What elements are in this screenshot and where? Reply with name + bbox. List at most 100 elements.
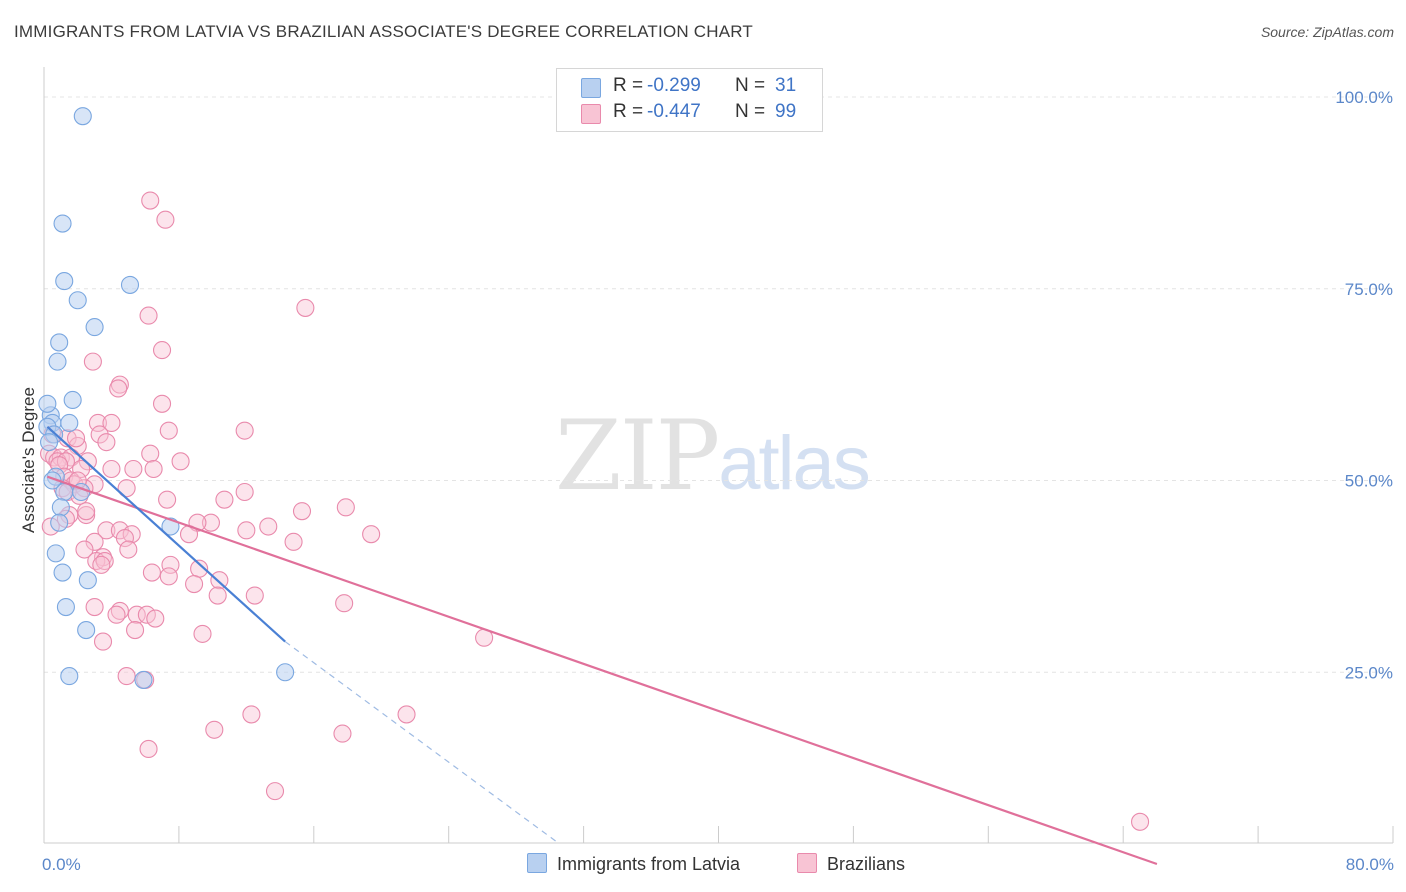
series-brazilians-points	[40, 191, 1150, 831]
y-axis-label: Associate's Degree	[19, 387, 38, 533]
latvia-point	[60, 667, 79, 686]
brazilians-point	[159, 421, 178, 440]
brazilians-point	[259, 517, 278, 536]
brazilians-point	[141, 444, 160, 463]
brazilians-point	[142, 563, 161, 582]
brazilians-point	[362, 525, 381, 544]
brazilians-point	[115, 528, 134, 548]
brazilians-point	[335, 594, 354, 613]
bottom-legend-brazilians: Brazilians	[797, 853, 905, 875]
chart-title: IMMIGRANTS FROM LATVIA VS BRAZILIAN ASSO…	[14, 22, 754, 41]
brazilians-point	[245, 586, 264, 605]
latvia-trend-line	[46, 425, 286, 643]
brazilians-point	[141, 191, 160, 210]
brazilians-point	[193, 624, 212, 643]
brazilians-point	[90, 425, 109, 444]
brazilians-point	[1131, 812, 1150, 831]
latvia-point	[40, 433, 59, 452]
bottom-legend-swatch-latvia	[527, 853, 547, 873]
bottom-legend-label-brazilians: Brazilians	[827, 854, 906, 874]
brazilians-point	[83, 352, 102, 371]
watermark-atlas: atlas	[718, 421, 871, 506]
brazilians-point	[72, 459, 91, 479]
brazilians-point	[235, 482, 254, 502]
brazilians-point	[124, 459, 143, 479]
brazilians-point	[284, 532, 303, 551]
bottom-legend-swatch-brazilians	[797, 853, 817, 873]
legend-r-label: R =	[613, 75, 644, 96]
legend-r-value: -0.447	[647, 101, 701, 122]
legend-n-value: 31	[775, 75, 797, 96]
y-tick-label: 25.0%	[1345, 663, 1393, 682]
brazilians-point	[159, 567, 178, 586]
legend-n-label: N =	[735, 101, 766, 122]
brazilians-point	[139, 306, 158, 325]
brazilians-point	[97, 521, 116, 540]
brazilians-point	[97, 433, 116, 452]
brazilians-point	[235, 421, 254, 440]
brazilians-point	[152, 394, 172, 413]
latvia-point	[50, 513, 69, 532]
legend-n-label: N =	[735, 75, 766, 96]
brazilians-point	[333, 724, 352, 743]
latvia-point	[63, 390, 82, 410]
legend-r-label: R =	[613, 101, 644, 122]
brazilians-point	[336, 498, 355, 517]
brazilians-point	[144, 459, 163, 479]
brazilians-point	[139, 739, 158, 759]
latvia-point	[120, 275, 140, 294]
latvia-point	[85, 318, 104, 337]
brazilians-point	[161, 555, 180, 574]
brazilians-point	[117, 479, 136, 498]
grid-lines	[44, 96, 1393, 673]
bottom-legend-label-latvia: Immigrants from Latvia	[557, 854, 741, 874]
brazilians-point	[215, 490, 234, 509]
brazilians-point	[117, 667, 136, 686]
latvia-point	[73, 107, 92, 126]
watermark-zip: ZIP	[555, 400, 720, 512]
latvia-trend-extension	[284, 641, 559, 844]
brazilians-point	[77, 502, 96, 521]
brazilians-point	[75, 540, 94, 559]
legend-swatch-brazilians	[581, 104, 601, 124]
brazilians-point	[146, 609, 165, 628]
brazilians-point	[102, 413, 121, 433]
legend-swatch-latvia	[581, 78, 601, 98]
brazilians-point	[88, 413, 108, 433]
brazilians-point	[66, 429, 86, 448]
latvia-point	[78, 571, 97, 590]
brazilians-point	[292, 502, 312, 521]
brazilians-point	[109, 379, 128, 398]
y-tick-label: 100.0%	[1335, 88, 1393, 107]
latvia-point	[46, 544, 65, 563]
latvia-point	[77, 621, 96, 640]
brazilians-point	[158, 490, 177, 509]
latvia-point	[55, 272, 74, 291]
brazilians-point	[201, 513, 220, 532]
watermark: ZIPatlas	[555, 400, 871, 512]
brazilians-point	[85, 598, 104, 617]
brazilians-point	[107, 605, 126, 624]
brazilians-point	[78, 452, 97, 471]
brazilians-point	[265, 782, 285, 801]
latvia-point	[60, 413, 79, 433]
brazilians-point	[93, 632, 113, 651]
latvia-point	[50, 333, 69, 352]
legend-n-value: 99	[775, 101, 797, 122]
brazilians-point	[156, 210, 175, 229]
brazilians-point	[127, 605, 146, 624]
legend-r-value: -0.299	[647, 75, 701, 96]
brazilians-point	[152, 341, 172, 360]
brazilians-trend-line	[47, 475, 1158, 866]
brazilians-point	[185, 574, 204, 594]
brazilians-point	[119, 540, 138, 559]
brazilians-point	[137, 605, 156, 624]
x-tick-label: 80.0%	[1346, 855, 1394, 874]
brazilians-point	[126, 621, 145, 640]
latvia-point	[48, 352, 67, 371]
latvia-point	[68, 291, 87, 310]
y-tick-label: 50.0%	[1345, 472, 1393, 491]
brazilians-point	[242, 705, 261, 724]
bottom-legend-latvia: Immigrants from Latvia	[527, 853, 740, 875]
